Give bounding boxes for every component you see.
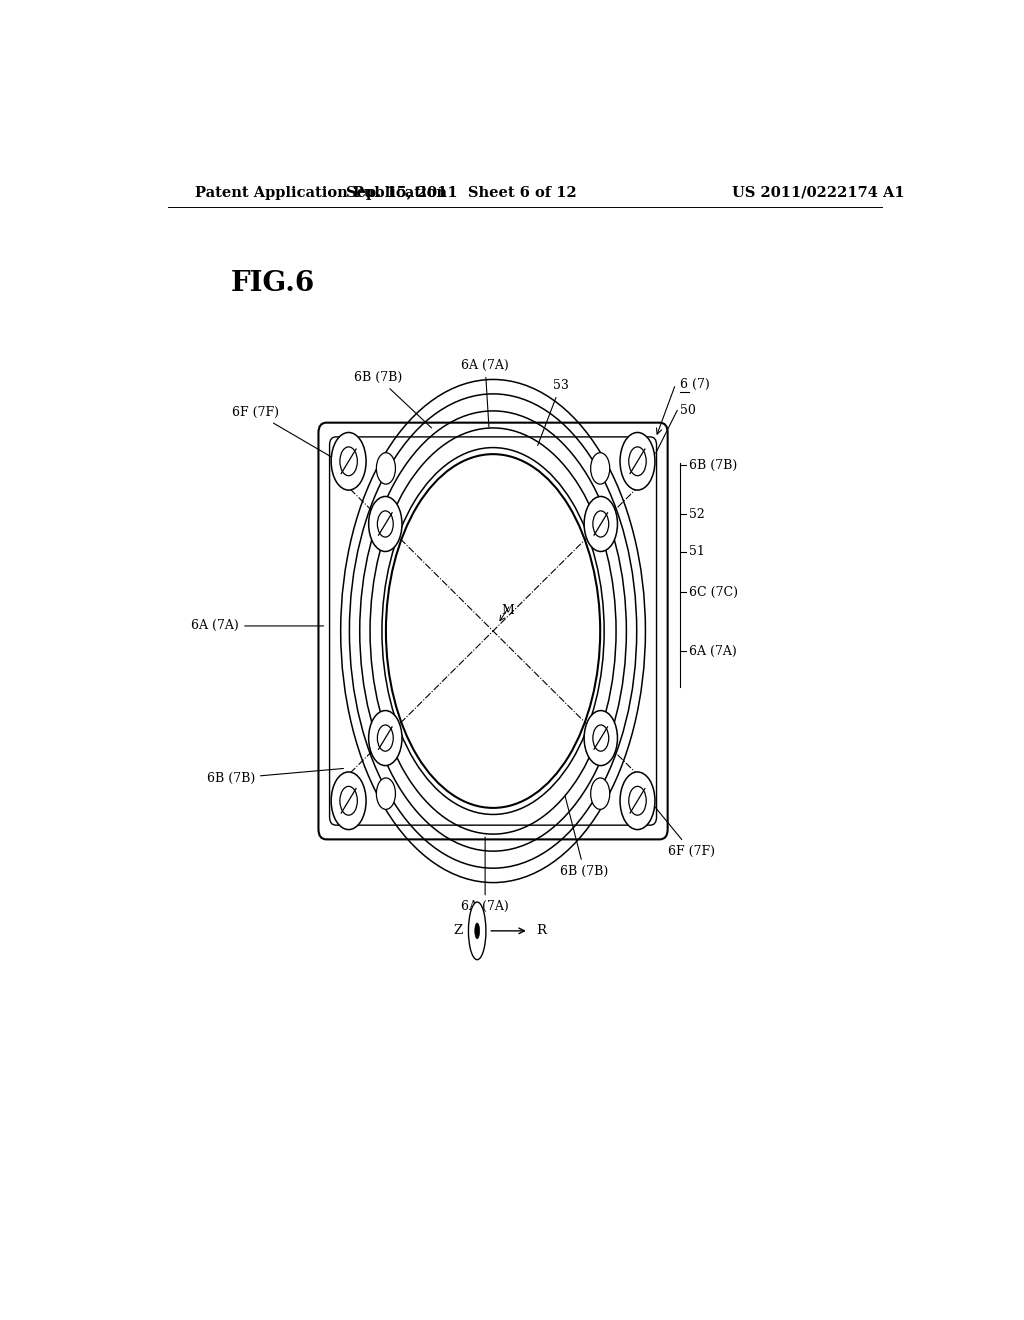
Text: 53: 53 — [538, 379, 568, 445]
Ellipse shape — [331, 433, 367, 490]
Text: Patent Application Publication: Patent Application Publication — [196, 186, 447, 199]
Ellipse shape — [369, 496, 402, 552]
Ellipse shape — [629, 787, 646, 816]
Ellipse shape — [593, 511, 608, 537]
Text: 6B (7B): 6B (7B) — [689, 459, 737, 471]
Text: 50: 50 — [680, 404, 695, 417]
Text: 6A (7A): 6A (7A) — [689, 645, 737, 657]
Text: FIG.6: FIG.6 — [231, 271, 315, 297]
Text: Sep. 15, 2011  Sheet 6 of 12: Sep. 15, 2011 Sheet 6 of 12 — [346, 186, 577, 199]
Ellipse shape — [591, 777, 609, 809]
Ellipse shape — [340, 787, 357, 816]
Text: M: M — [501, 605, 514, 618]
Text: Z: Z — [454, 924, 463, 937]
Text: 6A (7A): 6A (7A) — [461, 837, 509, 913]
Text: R: R — [537, 924, 547, 937]
Text: 6C (7C): 6C (7C) — [689, 586, 738, 599]
Ellipse shape — [621, 772, 655, 829]
Ellipse shape — [591, 453, 609, 484]
Text: 6 (7): 6 (7) — [680, 378, 710, 391]
Text: 6B (7B): 6B (7B) — [207, 768, 343, 785]
Text: 6B (7B): 6B (7B) — [354, 371, 431, 428]
FancyBboxPatch shape — [318, 422, 668, 840]
FancyBboxPatch shape — [330, 437, 656, 825]
Ellipse shape — [629, 447, 646, 475]
Ellipse shape — [468, 902, 486, 960]
Text: 52: 52 — [689, 508, 705, 520]
Ellipse shape — [377, 453, 395, 484]
Ellipse shape — [377, 777, 395, 809]
Text: 6A (7A): 6A (7A) — [191, 619, 324, 632]
Ellipse shape — [621, 433, 655, 490]
Ellipse shape — [378, 511, 393, 537]
Ellipse shape — [331, 772, 367, 829]
Ellipse shape — [378, 725, 393, 751]
Ellipse shape — [369, 710, 402, 766]
Text: 6F (7F): 6F (7F) — [231, 407, 340, 462]
Text: 51: 51 — [689, 545, 705, 558]
Text: US 2011/0222174 A1: US 2011/0222174 A1 — [732, 186, 905, 199]
Ellipse shape — [386, 454, 600, 808]
Ellipse shape — [340, 447, 357, 475]
Ellipse shape — [593, 725, 608, 751]
Text: 6A (7A): 6A (7A) — [461, 359, 509, 426]
Text: 6F (7F): 6F (7F) — [642, 791, 715, 858]
Ellipse shape — [584, 496, 617, 552]
Ellipse shape — [584, 710, 617, 766]
Ellipse shape — [475, 923, 479, 939]
Text: 6B (7B): 6B (7B) — [560, 796, 608, 878]
